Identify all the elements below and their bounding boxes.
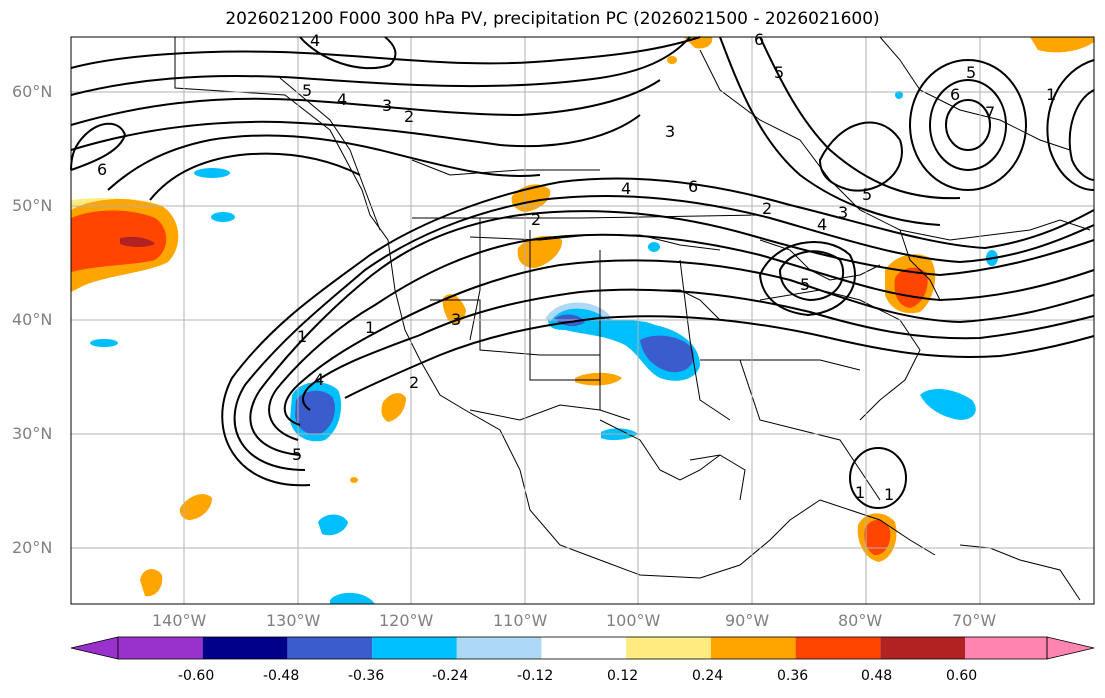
longitude-label: 90°W bbox=[725, 611, 770, 630]
contour-label: 5 bbox=[302, 81, 312, 100]
contour-label: 2 bbox=[404, 107, 414, 126]
colorbar-bin bbox=[880, 637, 965, 659]
contour-label: 4 bbox=[310, 31, 320, 50]
longitude-label: 100°W bbox=[606, 611, 661, 630]
contour-label: 6 bbox=[688, 177, 698, 196]
contour-label: 5 bbox=[292, 445, 302, 464]
longitude-label: 120°W bbox=[379, 611, 434, 630]
latitude-label: 30°N bbox=[12, 424, 53, 443]
contour-label: 4 bbox=[314, 370, 324, 389]
contour-label: 5 bbox=[862, 185, 872, 204]
latitude-label: 60°N bbox=[12, 82, 53, 101]
colorbar-bin bbox=[372, 637, 457, 659]
contour-label: 3 bbox=[382, 96, 392, 115]
contour-label: 5 bbox=[774, 63, 784, 82]
contour-label: 2 bbox=[409, 373, 419, 392]
longitude-label: 70°W bbox=[952, 611, 997, 630]
contour-label: 6 bbox=[754, 30, 764, 49]
contour-label: 3 bbox=[451, 310, 461, 329]
graticule bbox=[71, 37, 1094, 604]
contour-label: 3 bbox=[838, 203, 848, 222]
colorbar-tick-label: 0.60 bbox=[946, 668, 978, 684]
contour-label: 2 bbox=[762, 199, 772, 218]
contour-label: 4 bbox=[621, 179, 631, 198]
colorbar-tick-label: -0.36 bbox=[348, 668, 385, 684]
colorbar-bin bbox=[541, 637, 627, 659]
colorbar-tick-label: -0.24 bbox=[432, 668, 469, 684]
colorbar-tick-label: 0.12 bbox=[607, 668, 639, 684]
contour-label: 1 bbox=[365, 318, 375, 337]
contour-label: 1 bbox=[855, 483, 865, 502]
colorbar-tick-label: 0.24 bbox=[692, 668, 724, 684]
contour-label: 1 bbox=[884, 485, 894, 504]
contour-labels: 5 4 3 2 1 2 3 4 5 6 1 2 3 5 4 3 2 1 6 5 … bbox=[97, 30, 1056, 504]
contour-label: 6 bbox=[97, 160, 107, 179]
latitude-label: 40°N bbox=[12, 310, 53, 329]
contour-label: 6 bbox=[950, 85, 960, 104]
map-title: 2026021200 F000 300 hPa PV, precipitatio… bbox=[225, 9, 880, 29]
map-title-container: 2026021200 F000 300 hPa PV, precipitatio… bbox=[0, 0, 1105, 34]
colorbar-tick-label: -0.48 bbox=[263, 668, 300, 684]
colorbar-tick-label: -0.60 bbox=[178, 668, 215, 684]
longitude-label: 140°W bbox=[152, 611, 207, 630]
contour-label: 7 bbox=[985, 103, 995, 122]
colorbar-bin bbox=[456, 637, 542, 659]
contour-label: 4 bbox=[817, 215, 827, 234]
longitude-label: 80°W bbox=[838, 611, 883, 630]
colorbar-bin bbox=[202, 637, 288, 659]
contour-label: 5 bbox=[966, 63, 976, 82]
colorbar-bin bbox=[965, 637, 1047, 659]
contour-label: 2 bbox=[531, 210, 541, 229]
colorbar-tick-label: 0.36 bbox=[777, 668, 809, 684]
colorbar-tick-label: 0.48 bbox=[861, 668, 893, 684]
contour-label: 4 bbox=[337, 90, 347, 109]
longitude-label: 110°W bbox=[493, 611, 548, 630]
colorbar-bin bbox=[710, 637, 796, 659]
colorbar-bin bbox=[626, 637, 711, 659]
colorbar-bin bbox=[795, 637, 881, 659]
colorbar bbox=[70, 636, 1095, 660]
longitude-label: 130°W bbox=[266, 611, 321, 630]
contour-label: 5 bbox=[800, 275, 810, 294]
map-frame bbox=[70, 36, 1095, 605]
contour-label: 1 bbox=[297, 327, 307, 346]
pv-contours bbox=[70, 36, 1095, 509]
colorbar-outline bbox=[117, 636, 1048, 660]
colorbar-bin bbox=[287, 637, 373, 659]
colorbar-extend-min bbox=[70, 636, 119, 660]
contour-label: 1 bbox=[1046, 85, 1056, 104]
colorbar-extend-max bbox=[1046, 636, 1095, 660]
colorbar-tick-label: -0.12 bbox=[517, 668, 554, 684]
latitude-label: 20°N bbox=[12, 538, 53, 557]
colorbar-bin bbox=[118, 637, 203, 659]
contour-label: 3 bbox=[665, 122, 675, 141]
latitude-label: 50°N bbox=[12, 196, 53, 215]
